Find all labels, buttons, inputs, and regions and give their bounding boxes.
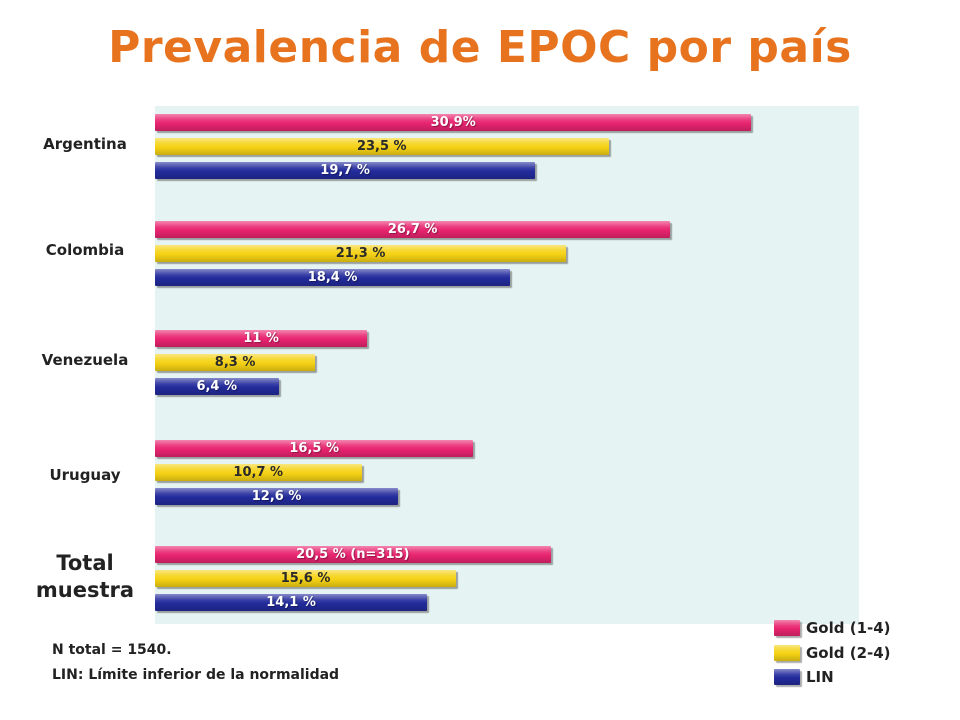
bar: [155, 440, 474, 457]
bar: [155, 138, 609, 155]
data-label: 30,9%: [430, 115, 476, 130]
data-label: 8,3 %: [214, 355, 256, 370]
legend-label: LIN: [806, 668, 834, 686]
category-label: Uruguay: [49, 466, 121, 484]
data-label: 18,4 %: [307, 270, 358, 285]
data-label: 12,6 %: [251, 489, 302, 504]
category-label: Total muestra: [35, 551, 135, 603]
data-label: 19,7 %: [320, 163, 370, 178]
bar: [155, 330, 368, 347]
data-label: 20,5 % (n=315): [296, 547, 410, 562]
bar: [155, 245, 567, 262]
legend-swatch: [774, 645, 800, 661]
lin-definition-note: LIN: Límite inferior de la normalidad: [52, 667, 340, 683]
n-total-note: N total = 1540.: [52, 642, 172, 658]
data-label: 21,3 %: [335, 246, 386, 261]
bar: [155, 221, 671, 238]
data-label: 6,4 %: [196, 379, 238, 394]
chart-title: Prevalencia de EPOC por país: [108, 22, 852, 73]
bar: [155, 570, 457, 587]
data-label: 10,7 %: [233, 465, 284, 480]
bar: [155, 269, 511, 286]
legend-swatch: [774, 620, 800, 636]
data-label: 11 %: [243, 331, 279, 346]
data-label: 14,1 %: [266, 595, 316, 610]
data-label: 23,5 %: [356, 139, 407, 154]
bar: [155, 488, 399, 505]
bar: [155, 546, 551, 563]
category-label: Venezuela: [41, 351, 129, 369]
bar: [155, 114, 752, 131]
bar: [155, 378, 279, 395]
data-label: 26,7 %: [387, 222, 438, 237]
bar: [155, 594, 428, 611]
legend-label: Gold (1-4): [806, 619, 891, 637]
legend-label: Gold (2-4): [806, 644, 891, 662]
bar: [155, 354, 316, 371]
bar: [155, 162, 536, 179]
data-label: 15,6 %: [280, 571, 331, 586]
bar: [155, 464, 362, 481]
category-label: Colombia: [45, 241, 125, 259]
category-label: Argentina: [43, 135, 127, 153]
data-label: 16,5 %: [289, 441, 340, 456]
legend-swatch: [774, 669, 800, 685]
